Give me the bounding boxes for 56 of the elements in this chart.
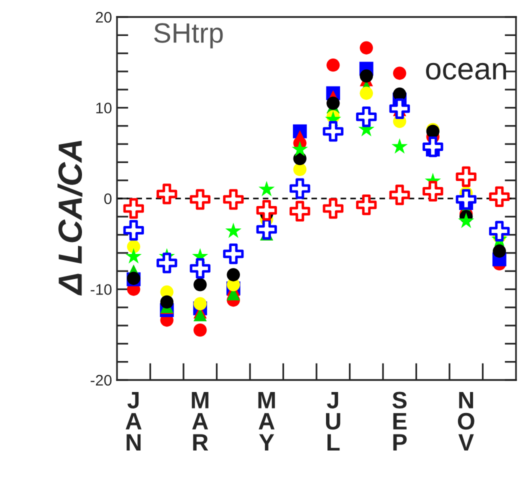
y-tick-label: -20 bbox=[90, 374, 112, 386]
point bbox=[123, 198, 144, 219]
y-tick-label: 0 bbox=[104, 193, 112, 204]
point bbox=[322, 121, 344, 142]
point bbox=[194, 324, 207, 337]
point bbox=[389, 184, 410, 206]
point bbox=[190, 258, 210, 279]
annotation: ocean bbox=[426, 62, 506, 80]
y-tick-label: -10 bbox=[90, 284, 112, 295]
point bbox=[489, 186, 510, 207]
y-axis-title: Δ LCA/CA bbox=[58, 140, 82, 296]
point bbox=[326, 96, 340, 110]
point bbox=[194, 297, 207, 310]
point bbox=[194, 308, 207, 322]
point bbox=[225, 222, 242, 238]
x-tick-label: J A N bbox=[126, 392, 142, 451]
point bbox=[360, 41, 373, 54]
point bbox=[194, 278, 207, 292]
y-tick-label: 10 bbox=[96, 102, 112, 114]
point bbox=[156, 184, 178, 204]
point bbox=[293, 130, 306, 144]
point bbox=[190, 189, 210, 210]
point bbox=[223, 244, 244, 264]
x-tick-label: S E P bbox=[392, 392, 407, 451]
point bbox=[292, 140, 308, 156]
point bbox=[258, 180, 275, 196]
point bbox=[356, 194, 377, 216]
point bbox=[492, 244, 506, 258]
point bbox=[356, 106, 377, 128]
x-tick-label: M A R bbox=[192, 392, 208, 451]
point bbox=[422, 136, 444, 158]
point bbox=[156, 252, 178, 274]
x-tick-label: N O V bbox=[458, 392, 474, 451]
point bbox=[326, 58, 340, 72]
point bbox=[123, 220, 144, 241]
y-tick-label: 20 bbox=[96, 12, 112, 23]
chart-title: SHtrp bbox=[154, 23, 223, 48]
x-tick-label: M A Y bbox=[258, 392, 275, 451]
point bbox=[322, 198, 344, 219]
point bbox=[293, 162, 306, 176]
point bbox=[392, 138, 408, 154]
point bbox=[256, 219, 277, 240]
point bbox=[127, 240, 140, 254]
point bbox=[290, 178, 310, 199]
x-tick-label: J U L bbox=[326, 392, 340, 451]
point bbox=[422, 180, 444, 202]
point bbox=[160, 295, 174, 309]
point bbox=[456, 189, 476, 210]
point bbox=[360, 86, 373, 100]
point bbox=[126, 248, 142, 264]
point bbox=[456, 166, 476, 188]
point bbox=[226, 268, 240, 282]
point bbox=[393, 66, 406, 80]
point bbox=[290, 200, 310, 222]
point bbox=[223, 189, 244, 210]
point bbox=[360, 69, 373, 83]
